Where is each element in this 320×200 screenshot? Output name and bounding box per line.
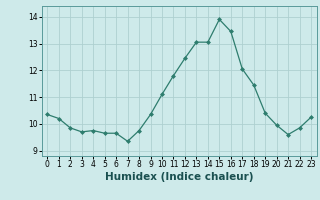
- X-axis label: Humidex (Indice chaleur): Humidex (Indice chaleur): [105, 172, 253, 182]
